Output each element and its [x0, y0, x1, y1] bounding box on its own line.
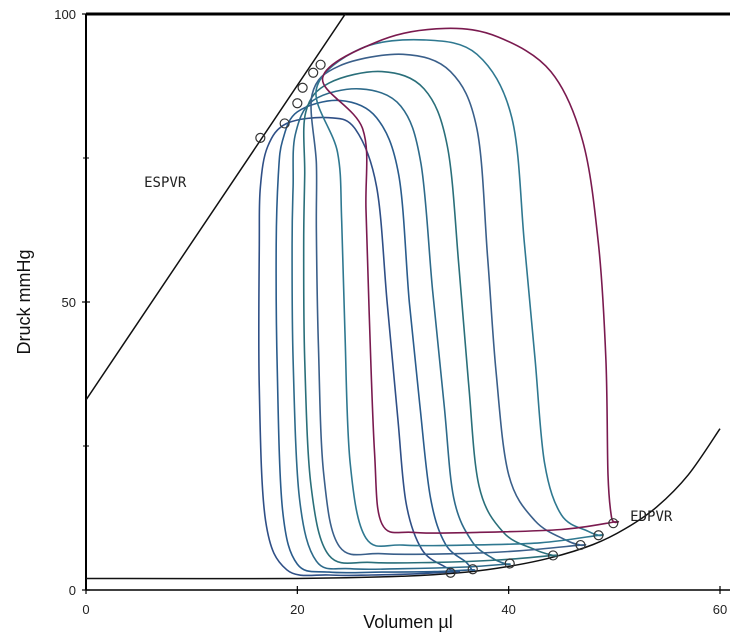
pv-loop-3: [291, 87, 511, 571]
curves-layer: [86, 14, 721, 580]
espvr-line: [86, 14, 347, 401]
end-diastolic-marker: [608, 518, 619, 529]
pv-loop-6: [315, 38, 605, 548]
end-diastolic-marker: [504, 558, 515, 569]
y-tick-label: 0: [69, 583, 76, 598]
end-diastolic-marker: [467, 564, 478, 575]
markers-layer: [255, 59, 619, 578]
pv-loop-4: [302, 70, 559, 565]
end-systolic-marker: [297, 82, 308, 93]
y-axis-title: Druck mmHg: [14, 249, 34, 354]
x-axis-title: Volumen µl: [363, 612, 452, 632]
y-tick-label: 50: [62, 295, 76, 310]
pv-loop-2: [275, 99, 476, 574]
end-diastolic-marker: [547, 550, 559, 561]
end-diastolic-marker: [575, 539, 586, 551]
end-systolic-marker: [315, 59, 326, 70]
edpvr-curve: [86, 428, 721, 580]
x-tick-label: 40: [501, 602, 515, 617]
text-layer: 0 50 100 0 20 40 60 Volumen µl Druck mmHg ESPVR ED…: [14, 7, 727, 632]
pv-loop-5: [310, 53, 587, 556]
end-diastolic-marker: [593, 530, 604, 541]
end-diastolic-marker: [445, 567, 456, 578]
pv-loop-1: [257, 116, 461, 577]
espvr-label: ESPVR: [144, 175, 187, 191]
x-tick-label: 0: [82, 602, 89, 617]
pv-loop-7: [321, 27, 620, 534]
end-systolic-marker: [308, 67, 319, 78]
edpvr-label: EDPVR: [630, 509, 673, 525]
end-systolic-marker: [292, 98, 303, 109]
axes-layer: [82, 12, 730, 594]
x-tick-label: 60: [713, 602, 727, 617]
end-systolic-marker: [279, 118, 290, 129]
y-tick-label: 100: [54, 7, 76, 22]
x-tick-label: 20: [290, 602, 304, 617]
end-systolic-marker: [255, 132, 266, 143]
